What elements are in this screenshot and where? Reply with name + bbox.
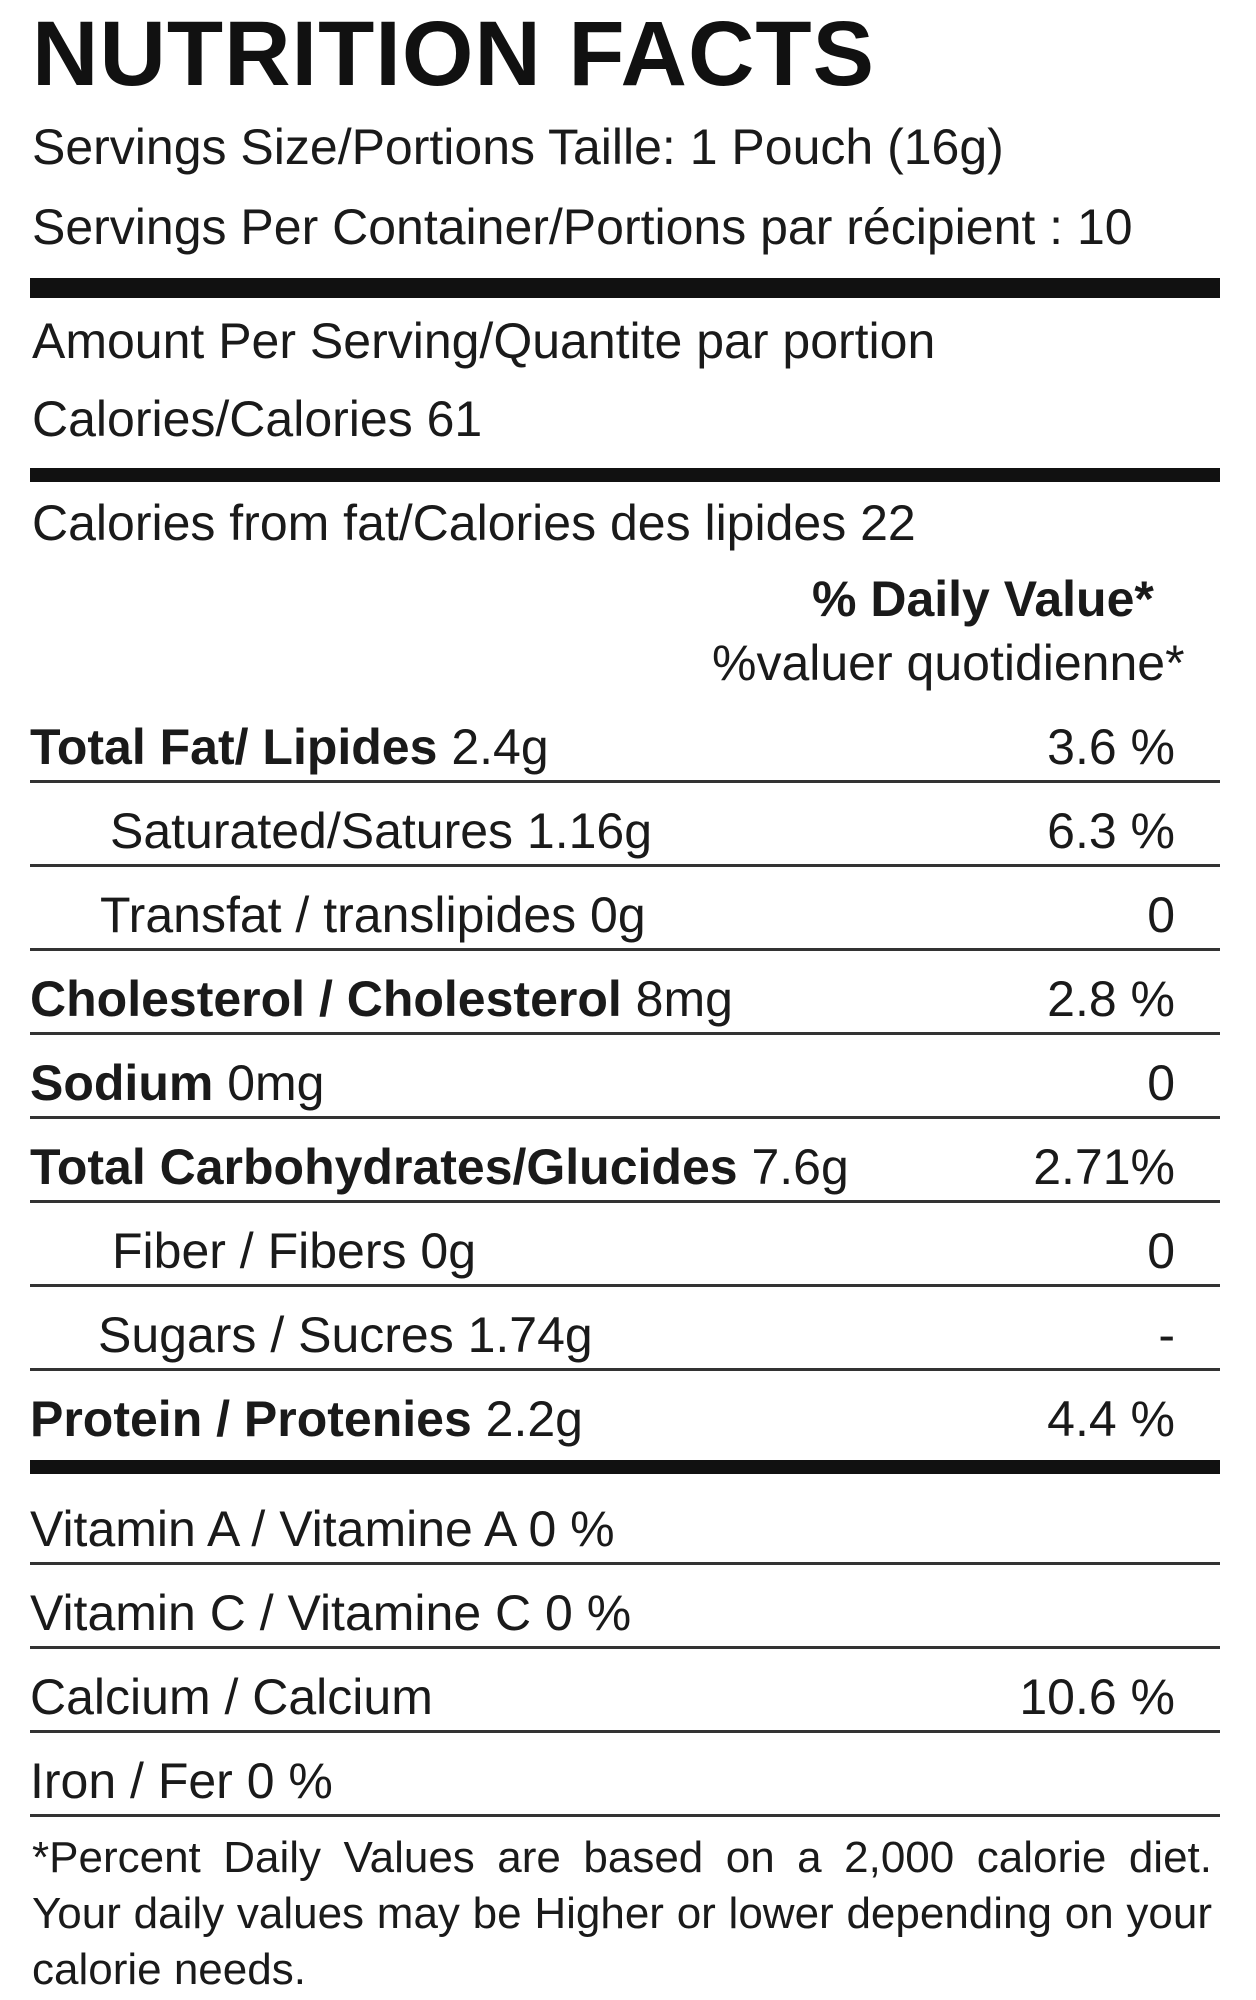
nutrient-row: Protein / Protenies 2.2g 4.4 %	[30, 1368, 1220, 1452]
vitamin-row: Vitamin C / Vitamine C 0 %	[30, 1562, 1220, 1649]
nutrient-row: Cholesterol / Cholesterol 8mg 2.8 %	[30, 948, 1220, 1035]
nutrient-bold-name: Cholesterol / Cholesterol	[30, 971, 622, 1027]
nutrient-daily-value: 2.71%	[1033, 1139, 1175, 1195]
nutrient-amount: Transfat / translipides 0g	[100, 887, 646, 943]
vitamin-name: Calcium / Calcium	[30, 1669, 433, 1725]
serving-size: Servings Size/Portions Taille: 1 Pouch (…	[32, 119, 1004, 175]
footnote: *Percent Daily Values are based on a 2,0…	[32, 1833, 1212, 1994]
vitamin-row: Calcium / Calcium 10.6 %	[30, 1646, 1220, 1733]
nutrient-amount: 7.6g	[737, 1139, 849, 1195]
vitamin-row: Iron / Fer 0 %	[30, 1730, 1220, 1817]
nutrient-daily-value: 0	[1147, 1223, 1175, 1279]
nutrient-bold-name: Protein / Protenies	[30, 1391, 472, 1447]
amount-per-serving: Amount Per Serving/Quantite par portion	[32, 313, 936, 369]
nutrient-daily-value: -	[1158, 1307, 1175, 1363]
vitamin-row: Vitamin A / Vitamine A 0 %	[30, 1478, 1220, 1565]
nutrient-amount: 8mg	[621, 971, 733, 1027]
nutrient-name: Fiber / Fibers 0g	[112, 1222, 476, 1280]
nutrient-bold-name: Total Fat/ Lipides	[30, 719, 438, 775]
nutrient-daily-value: 0	[1147, 887, 1175, 943]
nutrient-daily-value: 3.6 %	[1047, 719, 1175, 775]
nutrient-row: Total Carbohydrates/Glucides 7.6g 2.71%	[30, 1116, 1220, 1203]
nutrient-name: Sodium 0mg	[30, 1054, 325, 1112]
nutrient-daily-value: 4.4 %	[1047, 1391, 1175, 1447]
nutrient-row: Fiber / Fibers 0g 0	[30, 1200, 1220, 1287]
nutrient-name: Sugars / Sucres 1.74g	[98, 1306, 593, 1364]
nutrient-amount: Fiber / Fibers 0g	[112, 1223, 477, 1279]
label-title: NUTRITION FACTS	[32, 3, 875, 105]
nutrient-daily-value: 6.3 %	[1047, 803, 1175, 859]
nutrient-amount: Sugars / Sucres 1.74g	[98, 1307, 593, 1363]
nutrient-name: Total Fat/ Lipides 2.4g	[30, 718, 549, 776]
nutrient-daily-value: 2.8 %	[1047, 971, 1175, 1027]
nutrient-name: Cholesterol / Cholesterol 8mg	[30, 970, 733, 1028]
nutrient-row: Saturated/Satures 1.16g 6.3 %	[30, 780, 1220, 867]
nutrient-bold-name: Sodium	[30, 1055, 214, 1111]
vitamin-daily-value: 10.6 %	[1019, 1669, 1175, 1725]
medium-divider	[30, 468, 1220, 482]
nutrient-name: Saturated/Satures 1.16g	[110, 802, 652, 860]
nutrient-amount: 2.2g	[471, 1391, 583, 1447]
nutrient-row: Transfat / translipides 0g 0	[30, 864, 1220, 951]
nutrient-amount: Saturated/Satures 1.16g	[110, 803, 653, 859]
nutrient-daily-value: 0	[1147, 1055, 1175, 1111]
calories-from-fat: Calories from fat/Calories des lipides 2…	[32, 495, 916, 551]
nutrient-row: Sodium 0mg 0	[30, 1032, 1220, 1119]
nutrient-name: Protein / Protenies 2.2g	[30, 1390, 583, 1448]
nutrient-amount: 2.4g	[437, 719, 549, 775]
servings-per-container: Servings Per Container/Portions par réci…	[32, 199, 1133, 255]
vitamin-name: Iron / Fer 0 %	[30, 1753, 333, 1809]
nutrient-name: Transfat / translipides 0g	[100, 886, 646, 944]
nutrient-row: Sugars / Sucres 1.74g -	[30, 1284, 1220, 1371]
nutrient-name: Total Carbohydrates/Glucides 7.6g	[30, 1138, 849, 1196]
nutrient-amount: 0mg	[213, 1055, 325, 1111]
thick-divider-bottom	[30, 1460, 1220, 1474]
nutrient-bold-name: Total Carbohydrates/Glucides	[30, 1139, 738, 1195]
nutrient-row: Total Fat/ Lipides 2.4g 3.6 %	[30, 696, 1220, 783]
daily-value-header-en: % Daily Value*	[812, 571, 1154, 627]
daily-value-header-fr: %valuer quotidienne*	[712, 635, 1185, 691]
vitamin-name: Vitamin A / Vitamine A 0 %	[30, 1501, 615, 1557]
vitamin-name: Vitamin C / Vitamine C 0 %	[30, 1585, 632, 1641]
calories-line: Calories/Calories 61	[32, 391, 483, 447]
thick-divider-top	[30, 278, 1220, 298]
